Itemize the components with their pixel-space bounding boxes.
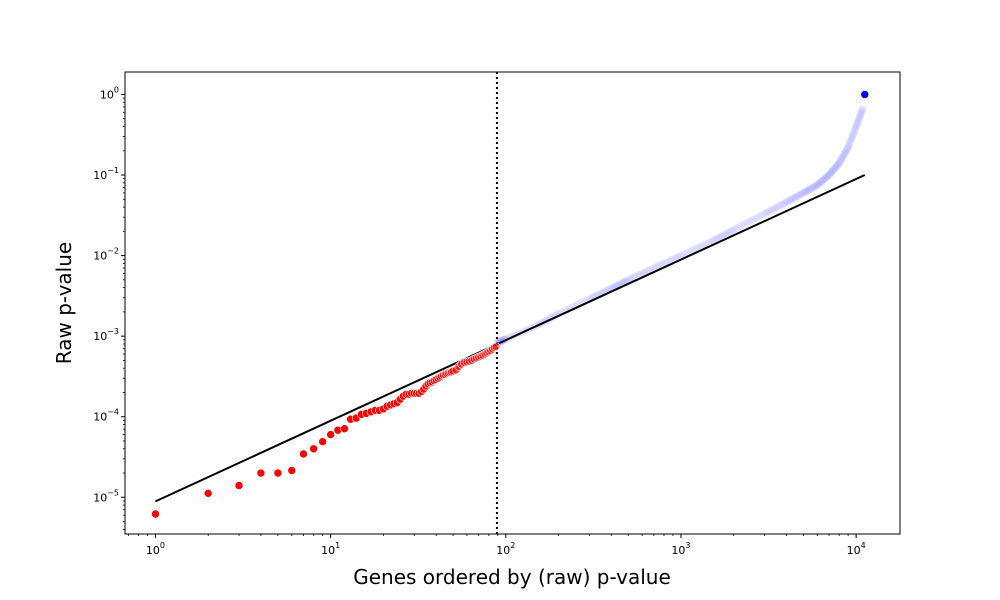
significant-point: [287, 466, 297, 475]
top-p-value-point: [860, 90, 870, 99]
significant-point: [309, 444, 318, 454]
nonsignificant-point: [859, 104, 867, 112]
plot-area: [151, 72, 870, 534]
significant-point: [203, 489, 213, 498]
significant-point: [318, 437, 327, 446]
significant-point: [326, 430, 335, 439]
significant-point: [491, 342, 501, 351]
y-axis: 10−5 10−4 10−3 10−2 10−1 100: [93, 85, 125, 530]
significant-point: [340, 424, 349, 433]
significant-point: [299, 449, 308, 459]
y-tick-label: 10−3: [93, 327, 119, 343]
y-tick-label: 10−4: [93, 408, 119, 424]
plot-frame: [124, 71, 901, 535]
x-tick-label: 103: [671, 541, 690, 557]
significant-point: [151, 509, 160, 519]
x-tick-label: 100: [146, 541, 165, 557]
significant-point: [234, 481, 244, 490]
significant-point: [273, 468, 283, 478]
x-tick-label: 104: [847, 541, 866, 557]
y-axis-title: Raw p-value: [52, 242, 76, 364]
y-tick-label: 10−5: [93, 488, 119, 504]
y-tick-label: 100: [100, 85, 119, 101]
x-axis-title: Genes ordered by (raw) p-value: [353, 565, 671, 589]
x-tick-label: 102: [496, 541, 515, 557]
significant-point: [256, 468, 266, 478]
y-tick-label: 10−2: [93, 247, 119, 263]
x-tick-label: 101: [321, 541, 340, 557]
reference-line: [155, 174, 866, 503]
y-tick-label: 10−1: [93, 166, 119, 182]
